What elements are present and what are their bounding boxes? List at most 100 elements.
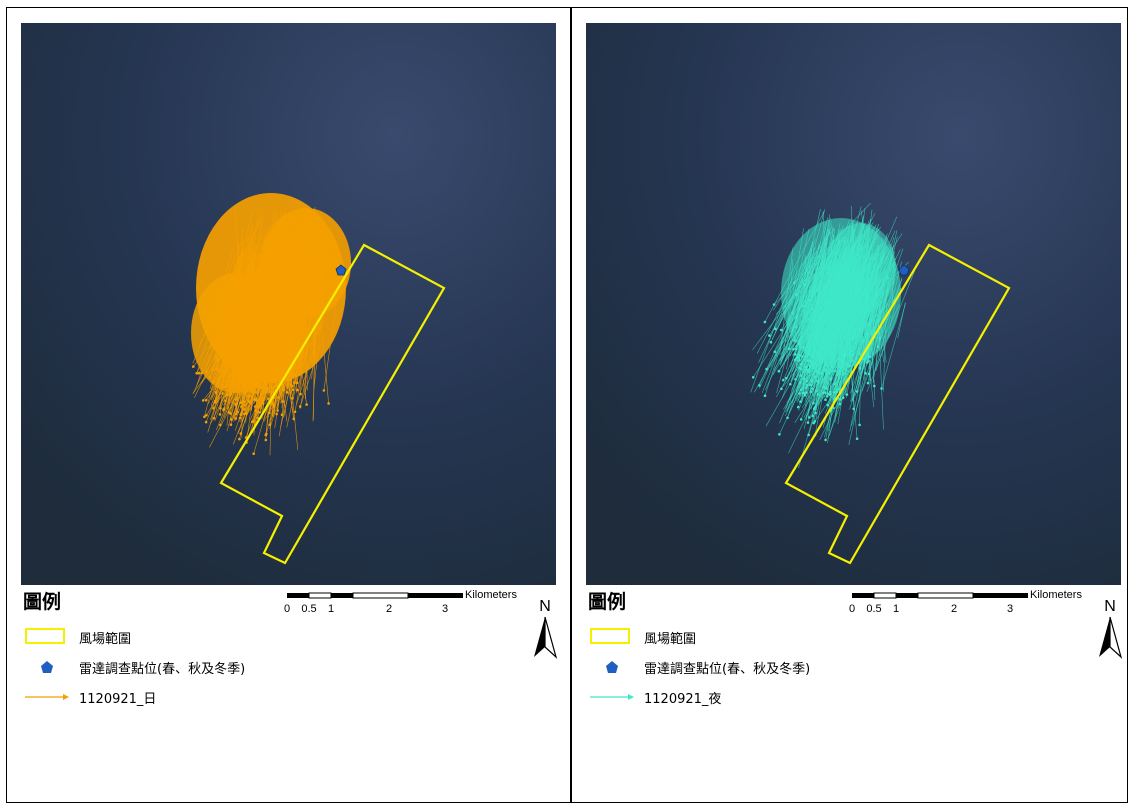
scale-tick-label: 1	[893, 603, 899, 615]
wind-farm-boundary	[784, 243, 1011, 565]
track-arrowhead	[322, 389, 326, 392]
track-arrowhead	[867, 372, 871, 376]
radar-point-marker	[898, 264, 910, 276]
track-arrowhead	[229, 423, 233, 427]
track-arrowhead	[265, 432, 268, 436]
track-arrowhead	[763, 320, 767, 324]
track-arrowhead	[837, 369, 841, 373]
track-arrowhead	[277, 396, 280, 399]
scale-tick-label: 1	[328, 603, 334, 615]
track-arrowhead	[805, 379, 809, 383]
night-map[interactable]	[586, 23, 1121, 585]
rectangle-outline-icon	[23, 626, 71, 648]
scale-tick-label: 0	[849, 603, 855, 615]
track-arrowhead	[811, 387, 814, 391]
scale-unit: Kilometers	[1030, 589, 1082, 601]
track-arrowhead	[765, 367, 768, 371]
track-arrowhead	[780, 328, 783, 332]
track-arrowhead	[768, 334, 771, 337]
track-arrowhead	[195, 371, 198, 375]
north-label: N	[539, 598, 551, 615]
track-arrowhead	[807, 433, 810, 437]
track-arrowhead	[244, 436, 248, 439]
track-arrowhead	[824, 398, 827, 402]
legend-item-tracks: 1120921_日	[23, 686, 156, 708]
track-arrowhead	[769, 340, 773, 344]
track-density-core	[261, 208, 351, 318]
track-arrowhead	[192, 365, 195, 368]
track-arrowhead	[201, 399, 205, 402]
track-arrowhead	[212, 417, 216, 420]
track-arrowhead	[829, 392, 832, 396]
track-arrowhead	[806, 421, 810, 424]
legend-item-wind-farm: 風場範圍	[23, 626, 131, 648]
track-arrowhead	[240, 405, 243, 408]
track-arrowhead	[855, 437, 859, 441]
track-arrowhead	[858, 423, 861, 427]
track-arrowhead	[222, 408, 225, 412]
scale-tick-label: 3	[442, 603, 448, 615]
track-arrowhead	[782, 378, 785, 382]
legend-title: 圖例	[588, 591, 627, 613]
track-arrowhead	[799, 400, 802, 404]
track-arrowhead	[239, 413, 243, 417]
track-arrowhead	[291, 388, 295, 392]
track-arrowhead	[789, 382, 792, 386]
track-arrowhead	[252, 390, 255, 394]
rectangle-outline-icon	[588, 626, 636, 648]
legend-label: 1120921_日	[79, 691, 157, 707]
track-arrowhead	[267, 397, 270, 401]
night-map-svg	[586, 23, 1121, 585]
track-arrowhead	[258, 411, 262, 414]
track-arrowhead	[852, 407, 855, 411]
scale-segment	[331, 593, 353, 598]
track-arrowhead	[212, 407, 215, 410]
radar-point-marker	[335, 264, 347, 276]
legend-item-radar-point: 雷達調查點位(春、秋及冬季)	[23, 656, 245, 678]
track-arrowhead	[774, 327, 777, 331]
track-arrowhead	[778, 433, 781, 436]
scale-tick-label: 0.5	[301, 603, 316, 615]
track-arrowhead	[824, 438, 827, 442]
legend-item-wind-farm: 風場範圍	[588, 626, 696, 648]
track-arrowhead	[751, 376, 755, 379]
scale-tick-label: 2	[386, 603, 392, 615]
track-arrowhead	[880, 387, 883, 390]
track-line	[881, 303, 906, 389]
north-label: N	[1104, 598, 1116, 615]
night-panel: 圖例 Kilometers 0 0.5 1 2 3 N 風場範圍 雷達調查點位(…	[572, 7, 1134, 803]
track-arrowhead	[296, 388, 299, 392]
track-arrowhead	[763, 394, 767, 398]
track-arrowhead	[855, 390, 859, 393]
track-arrowhead	[812, 421, 815, 425]
track-arrowhead	[295, 381, 299, 385]
track-arrowhead	[866, 381, 870, 385]
scale-segment	[896, 593, 918, 598]
track-arrowhead	[252, 420, 255, 423]
scale-tick-label: 0	[284, 603, 290, 615]
north-arrow-icon: N	[1099, 598, 1123, 659]
track-arrowhead	[227, 411, 230, 414]
track-arrowhead	[252, 452, 255, 456]
track-arrowhead	[293, 410, 297, 414]
legend-item-radar-point: 雷達調查點位(春、秋及冬季)	[588, 656, 810, 678]
track-arrowhead	[327, 402, 330, 405]
day-map[interactable]	[21, 23, 556, 585]
track-arrowhead	[796, 405, 800, 409]
legend-label: 雷達調查點位(春、秋及冬季)	[644, 661, 811, 677]
track-density-core	[191, 273, 281, 393]
track-arrowhead	[219, 407, 222, 410]
track-arrowhead	[234, 402, 238, 406]
scale-tick-label: 3	[1007, 603, 1013, 615]
day-panel: 圖例 Kilometers 0 0.5 1 2 3 N 風場範圍 雷達調查點位(…	[7, 7, 570, 803]
arrow-line-icon	[23, 686, 71, 708]
track-arrowhead	[214, 399, 217, 403]
legend-label: 1120921_夜	[644, 691, 722, 707]
track-arrowhead	[299, 392, 302, 396]
track-arrowhead	[290, 384, 294, 388]
track-arrowhead	[238, 437, 241, 441]
track-arrowhead	[205, 414, 208, 417]
figure-frame	[6, 7, 1128, 803]
day-map-svg	[21, 23, 556, 585]
legend-label: 風場範圍	[79, 631, 132, 647]
